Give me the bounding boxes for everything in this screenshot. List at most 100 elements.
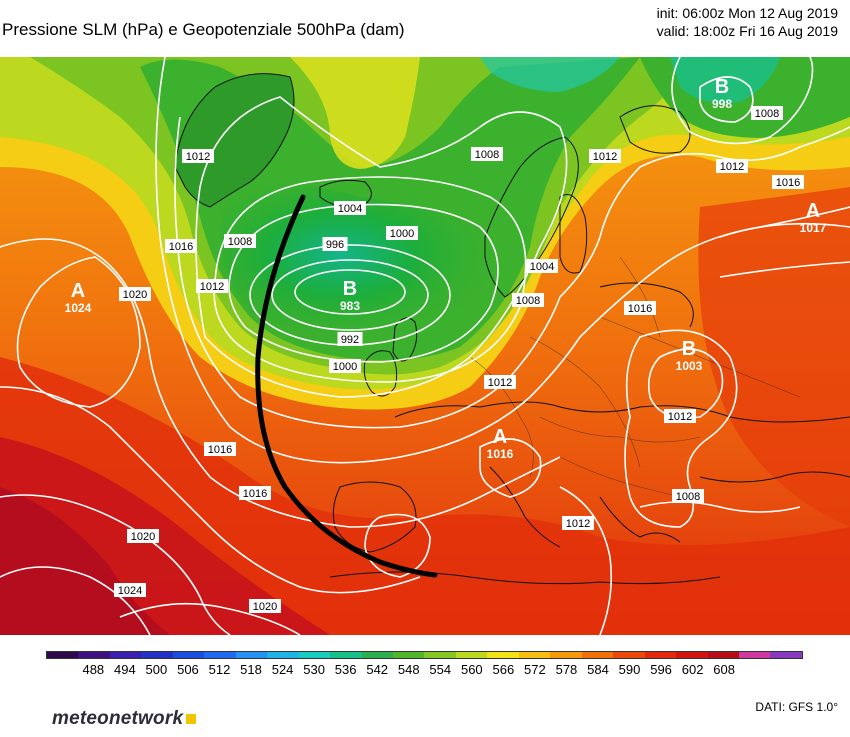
colorbar-swatch xyxy=(770,652,802,658)
svg-text:A: A xyxy=(71,280,85,302)
colorbar-tick-label: 572 xyxy=(524,662,546,677)
field-tongue xyxy=(290,57,420,169)
colorbar-tick-label: 524 xyxy=(271,662,294,677)
colorbar-swatch xyxy=(676,652,708,658)
colorbar-swatch xyxy=(109,652,142,658)
svg-text:1020: 1020 xyxy=(123,289,147,301)
svg-text:1008: 1008 xyxy=(516,295,540,307)
isobar-label: 1008 xyxy=(751,106,783,120)
svg-text:1004: 1004 xyxy=(530,261,554,273)
isobar-label: 1000 xyxy=(329,359,361,373)
colorbar-tick-label: 596 xyxy=(650,662,672,677)
colorbar-swatch xyxy=(267,652,299,658)
field-top-536 xyxy=(480,57,620,92)
isobar-label: 1008 xyxy=(512,293,544,307)
isobar-label: 1024 xyxy=(114,583,146,597)
colorbar-swatch xyxy=(78,652,110,658)
isobar-label: 1004 xyxy=(526,259,558,273)
svg-text:1008: 1008 xyxy=(676,491,700,503)
svg-text:1012: 1012 xyxy=(566,518,590,530)
colorbar-tick-label: 608 xyxy=(713,662,735,677)
isobar-label: 1008 xyxy=(224,234,256,248)
svg-text:1024: 1024 xyxy=(118,585,142,597)
isobar-label: 1008 xyxy=(471,147,503,161)
logo-square-icon xyxy=(186,714,197,724)
svg-text:1004: 1004 xyxy=(338,203,362,215)
svg-text:1012: 1012 xyxy=(668,411,692,423)
data-source: DATI: GFS 1.0° xyxy=(755,700,838,714)
map-svg: 1012 1008 1016 1020 1004 1000 996 1008 992 1000 10… xyxy=(0,57,850,635)
colorbar-swatch xyxy=(204,652,236,658)
isobar-label: 1016 xyxy=(624,301,656,315)
svg-text:1012: 1012 xyxy=(186,151,210,163)
colorbar-tick-label: 494 xyxy=(113,662,136,677)
colorbar-swatch xyxy=(141,652,173,658)
colorbar-tick-label: 554 xyxy=(429,662,452,677)
colorbar-tick-label: 506 xyxy=(177,662,199,677)
field-ne-542 xyxy=(670,57,780,103)
svg-text:1000: 1000 xyxy=(333,361,357,373)
weather-map: 1012 1008 1016 1020 1004 1000 996 1008 992 1000 10… xyxy=(0,57,850,635)
colorbar-tick-label: 512 xyxy=(208,662,231,677)
isobar-labels: 1012 1008 1016 1020 1004 1000 996 1008 992 1000 10… xyxy=(114,106,804,613)
isobar-label: 1000 xyxy=(386,226,418,240)
svg-text:1016: 1016 xyxy=(208,444,232,456)
chart-title: Pressione SLM (hPa) e Geopotenziale 500h… xyxy=(2,20,405,39)
svg-text:1017: 1017 xyxy=(800,221,827,235)
colorbar-swatch xyxy=(330,652,362,658)
svg-text:A: A xyxy=(493,426,507,448)
isobar-label: 1008 xyxy=(672,489,704,503)
colorbar-tick-label: 548 xyxy=(397,662,420,677)
svg-text:983: 983 xyxy=(340,299,360,313)
valid-time: valid: 18:00z Fri 16 Aug 2019 xyxy=(656,23,838,39)
svg-text:1016: 1016 xyxy=(628,303,652,315)
colorbar-swatch xyxy=(613,652,645,658)
isobar-label: 1012 xyxy=(484,375,516,389)
field-596 xyxy=(0,487,170,635)
colorbar-tick-label: 542 xyxy=(366,662,389,677)
svg-text:1012: 1012 xyxy=(593,151,617,163)
svg-text:1016: 1016 xyxy=(169,241,193,253)
colorbar-swatch xyxy=(550,652,582,658)
colorbar-swatch xyxy=(47,652,79,658)
colorbar-swatch xyxy=(518,652,551,658)
colorbar-tick-label: 536 xyxy=(334,662,357,677)
svg-text:B: B xyxy=(343,278,357,300)
svg-text:1024: 1024 xyxy=(65,301,92,315)
svg-text:1008: 1008 xyxy=(475,149,499,161)
brand-logo: meteonetwork xyxy=(52,708,197,730)
colorbar-swatch xyxy=(738,652,771,658)
colorbar-swatch xyxy=(455,652,488,658)
colorbar-swatch xyxy=(487,652,519,658)
isobar-label: 1012 xyxy=(664,409,696,423)
svg-text:A: A xyxy=(806,200,820,222)
colorbar xyxy=(46,651,803,659)
svg-text:1020: 1020 xyxy=(131,531,155,543)
colorbar-swatch xyxy=(361,652,393,658)
front-line xyxy=(255,194,438,578)
colorbar-tick-label: 518 xyxy=(240,662,262,677)
colorbar-tick-label: 584 xyxy=(587,662,609,677)
svg-text:996: 996 xyxy=(326,239,344,251)
svg-text:1000: 1000 xyxy=(390,228,414,240)
isobar-label: 1016 xyxy=(204,442,236,456)
isobar-label: 1020 xyxy=(249,599,281,613)
svg-text:1016: 1016 xyxy=(487,447,514,461)
init-time: init: 06:00z Mon 12 Aug 2019 xyxy=(656,5,838,21)
run-info: init: 06:00z Mon 12 Aug 2019 valid: 18:0… xyxy=(657,4,838,40)
isobar-label: 1012 xyxy=(589,149,621,163)
svg-text:992: 992 xyxy=(341,334,359,346)
colorbar-tick-label: 566 xyxy=(492,662,515,677)
isobar-label: 992 xyxy=(337,332,363,346)
svg-text:1012: 1012 xyxy=(488,377,512,389)
coastlines xyxy=(319,105,850,585)
greenland xyxy=(174,73,295,208)
colorbar-tick-label: 590 xyxy=(618,662,641,677)
svg-text:1003: 1003 xyxy=(676,359,703,373)
isobar-label: 1012 xyxy=(182,149,214,163)
svg-text:1012: 1012 xyxy=(720,161,744,173)
isobar-label: 1012 xyxy=(196,279,228,293)
